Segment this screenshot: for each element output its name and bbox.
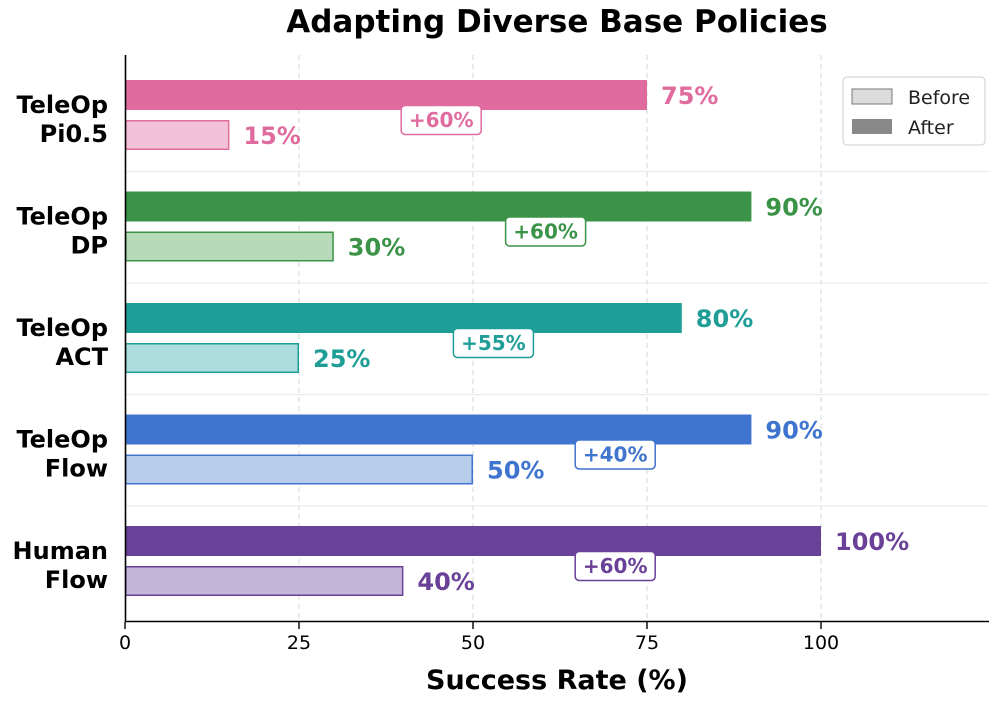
bar-before-4 (125, 566, 404, 596)
category-label-line-3-0: TeleOp (16, 426, 108, 454)
delta-label-1: +60% (513, 220, 578, 244)
x-tick-label-0: 0 (119, 632, 131, 654)
value-label-before-0: 15% (243, 122, 300, 150)
category-label-line-1-1: DP (70, 232, 108, 260)
group-separators (125, 170, 989, 507)
bar-before-3 (125, 454, 473, 485)
value-label-after-3: 90% (765, 417, 822, 445)
bar-after-3 (125, 414, 752, 445)
x-tick-label-100: 100 (803, 632, 839, 654)
bar-before-1 (125, 231, 334, 262)
category-labels: TeleOpPi0.5TeleOpDPTeleOpACTTeleOpFlowHu… (13, 91, 109, 594)
delta-box-1 (504, 216, 587, 247)
bar-before-0 (125, 120, 230, 150)
bar-before-2 (125, 343, 299, 373)
bar-group-1: 90% 30% +60% (125, 191, 823, 262)
category-label-line-0-1: Pi0.5 (40, 120, 108, 148)
bar-after-2 (125, 303, 682, 333)
delta-label-4: +60% (583, 554, 648, 578)
delta-label-2: +55% (461, 331, 526, 355)
value-label-after-4: 100% (835, 528, 909, 556)
x-ticks: 0 25 50 75 100 (119, 622, 839, 654)
delta-box-0 (400, 104, 482, 136)
value-label-before-2: 25% (313, 345, 370, 373)
legend-label-after: After (908, 117, 954, 139)
category-label-line-0-0: TeleOp (16, 91, 108, 119)
category-label-line-3-1: Flow (45, 455, 108, 483)
bar-group-0: 75% 15% +60% (125, 80, 718, 150)
value-label-before-3: 50% (487, 457, 544, 485)
category-label-line-4-1: Flow (45, 566, 108, 594)
legend-swatch-after (852, 119, 892, 134)
value-label-after-0: 75% (661, 82, 718, 110)
bar-group-3: 90% 50% +40% (125, 414, 823, 485)
bar-group-4: 100% 40% +60% (125, 526, 909, 596)
bar-after-4 (125, 526, 821, 556)
category-label-line-1-0: TeleOp (16, 203, 108, 231)
bar-after-0 (125, 80, 647, 110)
axes (124, 55, 989, 623)
x-tick-label-25: 25 (287, 632, 311, 654)
x-axis-label: Success Rate (%) (426, 665, 688, 696)
bar-after-1 (125, 191, 752, 222)
delta-box-4 (574, 550, 656, 582)
delta-label-0: +60% (409, 108, 474, 132)
x-tick-label-50: 50 (461, 632, 485, 654)
x-tick-label-75: 75 (635, 632, 659, 654)
chart-title: Adapting Diverse Base Policies (286, 4, 828, 40)
delta-box-3 (574, 439, 656, 470)
value-label-after-1: 90% (765, 194, 822, 222)
bars: 75% 15% +60% 90% 30% +60% 80% 25% +55% 90% 50% +40%… (125, 80, 909, 596)
legend: Before After (842, 76, 986, 146)
value-label-before-1: 30% (348, 234, 405, 262)
value-label-before-4: 40% (417, 568, 474, 596)
delta-label-3: +40% (583, 443, 648, 467)
value-label-after-2: 80% (696, 305, 753, 333)
category-label-line-4-0: Human (13, 537, 108, 565)
legend-swatch-before (851, 88, 893, 105)
delta-box-2 (452, 327, 535, 359)
legend-label-before: Before (908, 87, 970, 109)
category-label-line-2-0: TeleOp (16, 314, 108, 342)
category-label-line-2-1: ACT (55, 343, 108, 371)
bar-group-2: 80% 25% +55% (125, 303, 753, 373)
